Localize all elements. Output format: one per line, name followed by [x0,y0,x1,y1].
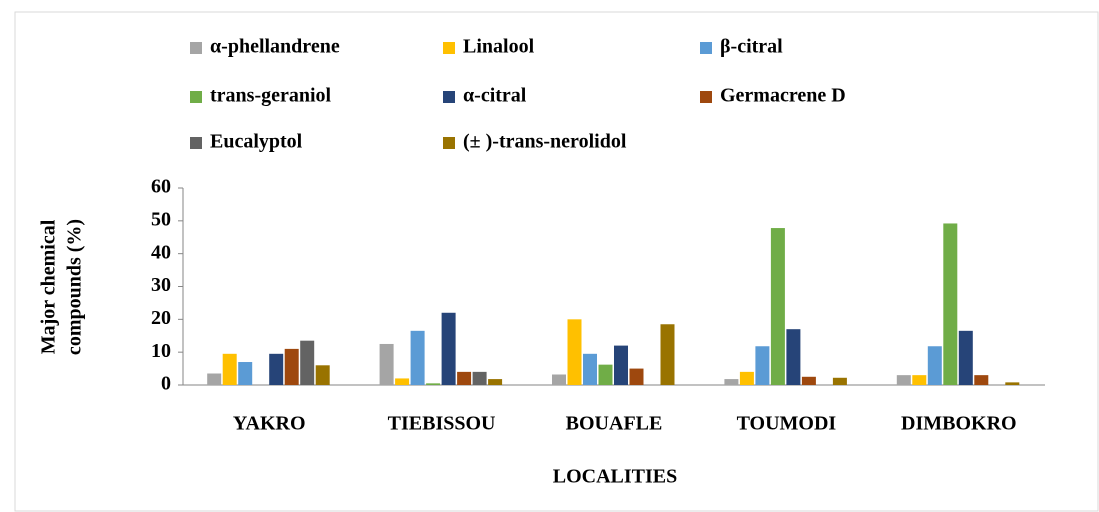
y-axis-title: compounds (%) [64,219,86,355]
bar [896,375,911,385]
legend-swatch [443,137,455,149]
bar [300,340,315,385]
x-tick-label: TIEBISSOU [388,413,496,435]
legend-swatch [443,42,455,54]
bar [614,345,628,385]
legend-label: Germacrene D [720,85,846,107]
bar [315,365,330,385]
bar [629,368,644,385]
legend-label: α-phellandrene [210,36,340,58]
bar [222,353,237,385]
bar [770,228,785,385]
legend-label: Eucalyptol [210,131,303,153]
x-tick-label: TOUMODI [737,413,837,435]
bar [583,353,597,385]
bar [238,362,253,385]
bar [974,375,989,385]
bar [786,329,801,385]
bar [284,348,299,385]
bar [912,375,927,385]
bar [943,223,958,385]
bar [457,371,472,385]
bar [660,324,675,385]
y-tick-label: 20 [151,307,171,329]
bar [958,330,973,385]
y-tick-label: 0 [161,373,171,395]
y-tick-label: 10 [151,340,171,362]
legend-swatch [700,42,712,54]
x-axis-title: LOCALITIES [553,466,678,488]
bar [598,364,613,385]
bar [552,374,566,385]
y-tick-label: 50 [151,208,171,230]
bar [801,376,816,385]
legend-label: Linalool [463,36,535,58]
legend-label: trans-geraniol [210,85,332,107]
bar [739,371,754,385]
y-tick-label: 60 [151,176,171,198]
chart-frame [14,11,1099,512]
bar [755,346,770,385]
bar [927,346,942,385]
bar [207,373,222,385]
bar [832,377,847,385]
legend-swatch [190,91,202,103]
legend-swatch [190,137,202,149]
bar [426,383,441,385]
bar [472,371,487,385]
bar [410,330,425,385]
legend-label: (± )-trans-nerolidol [463,131,627,153]
legend-swatch [190,42,202,54]
y-tick-label: 30 [151,274,171,296]
bar [441,312,456,385]
legend-label: α-citral [463,85,527,107]
bar [269,353,284,385]
legend-swatch [443,91,455,103]
bar [379,343,394,385]
bar [395,378,410,385]
legend-swatch [700,91,712,103]
x-tick-label: YAKRO [233,413,306,435]
y-axis-title: Major chemical [38,219,60,354]
x-tick-label: DIMBOKRO [901,413,1017,435]
bar [1005,382,1020,385]
bar [488,379,503,385]
x-tick-label: BOUAFLE [566,413,663,435]
y-tick-label: 40 [151,241,171,263]
bar [567,319,582,385]
bar [724,379,739,385]
legend-label: β-citral [720,36,783,58]
